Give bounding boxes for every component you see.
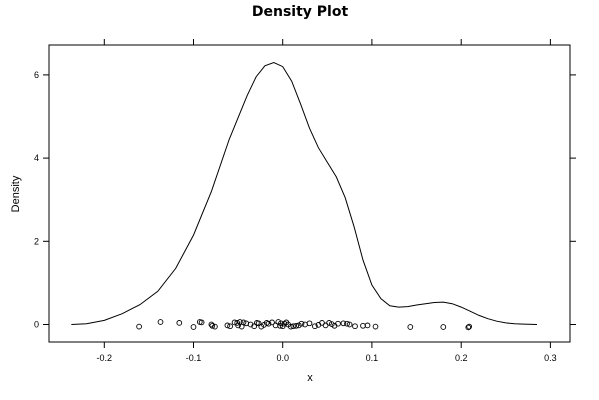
data-point <box>340 320 347 327</box>
data-point <box>231 319 238 326</box>
data-point <box>240 319 247 326</box>
y-axis: 0 2 4 6 <box>34 70 576 330</box>
data-point <box>407 324 414 330</box>
data-point <box>465 324 472 331</box>
data-point <box>440 324 447 330</box>
data-point <box>190 324 197 330</box>
chart-title: Density Plot <box>252 4 349 20</box>
y-axis-label: Density <box>10 175 22 212</box>
data-point <box>335 320 341 327</box>
x-tick-label: 0.1 <box>366 353 379 363</box>
data-point <box>364 322 371 329</box>
data-point <box>277 322 283 329</box>
data-point <box>287 323 294 330</box>
data-point <box>352 323 358 330</box>
y-tick-label: 0 <box>34 320 39 330</box>
data-point <box>312 323 318 330</box>
data-point <box>136 323 142 330</box>
x-tick-label: 0.2 <box>455 353 468 363</box>
data-point <box>176 320 183 326</box>
x-tick-label: 0.0 <box>276 353 289 363</box>
y-tick-label: 6 <box>34 70 39 80</box>
data-point <box>326 320 332 326</box>
data-point <box>298 320 305 327</box>
density-curve <box>71 61 538 325</box>
y-tick-label: 4 <box>34 153 39 163</box>
data-point <box>372 323 379 330</box>
data-point <box>234 320 241 326</box>
x-tick-label: 0.3 <box>544 353 557 363</box>
rug-points <box>136 319 473 331</box>
data-point <box>290 323 297 330</box>
y-tick-label: 2 <box>34 236 39 246</box>
data-point <box>224 322 231 329</box>
data-point <box>293 322 299 329</box>
data-point <box>212 323 218 330</box>
data-point <box>306 320 313 327</box>
data-point <box>198 319 205 326</box>
data-point <box>227 323 233 330</box>
data-point <box>209 322 216 329</box>
x-tick-label: -0.1 <box>186 353 202 363</box>
plot-frame <box>48 44 571 343</box>
data-point <box>466 323 473 330</box>
x-tick-label: -0.2 <box>97 353 113 363</box>
data-point <box>278 320 284 327</box>
data-point <box>346 321 353 328</box>
x-axis-label: x <box>307 372 313 384</box>
data-point <box>344 320 350 327</box>
data-point <box>265 320 272 327</box>
x-axis: -0.2 -0.1 0.0 0.1 0.2 0.3 <box>97 39 557 363</box>
data-point <box>269 319 275 326</box>
data-point <box>157 319 164 325</box>
